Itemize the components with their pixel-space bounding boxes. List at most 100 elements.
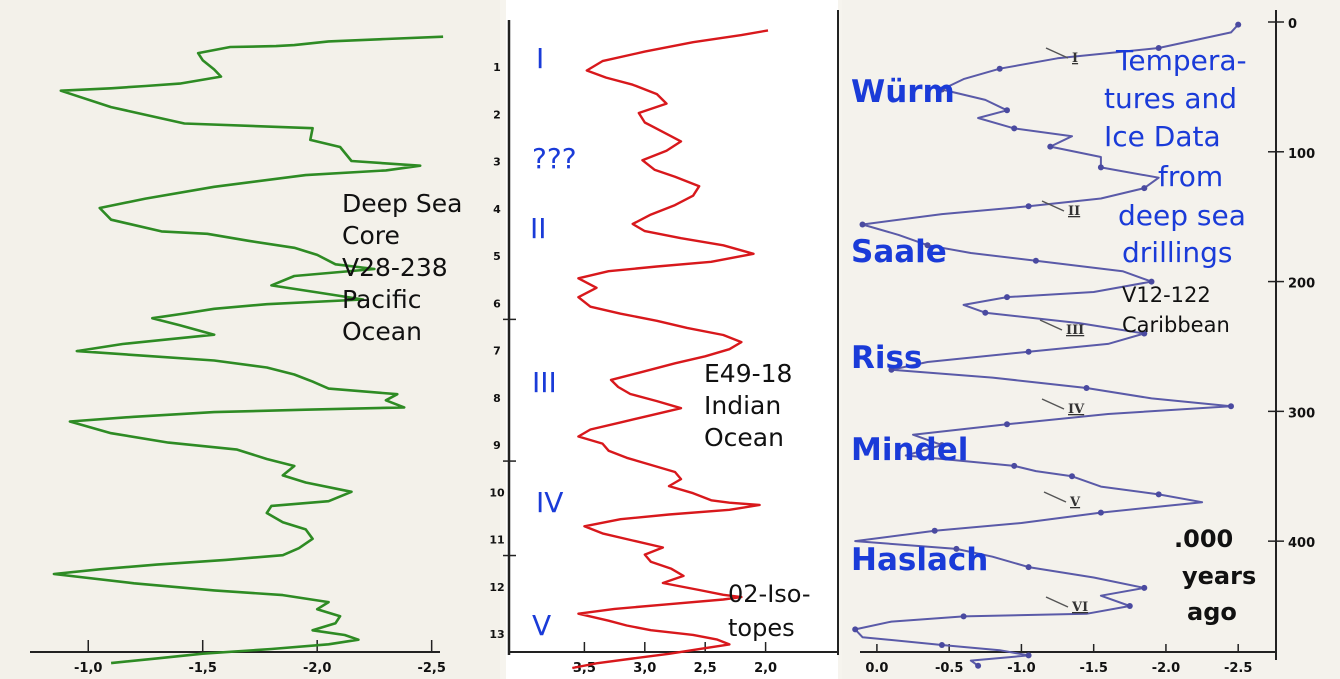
glacial-label: Riss [851, 340, 922, 376]
right-series-point [931, 527, 938, 534]
right-series-point [1004, 421, 1010, 428]
right-series-point [1011, 125, 1018, 132]
right-series-point [888, 366, 895, 373]
middle-depth-tick-label: 5 [493, 250, 501, 263]
right-series-point [1025, 652, 1032, 659]
right-stage-mark-tick [1039, 319, 1063, 331]
middle-depth-tick-label: 10 [489, 486, 505, 499]
right-stage-mark-label: III [1066, 323, 1084, 338]
right-series-point [859, 221, 866, 228]
right-unit-note: years [1182, 562, 1256, 590]
glacial-label: Saale [851, 234, 947, 270]
left-panel: -1,0 -1,5 -2,0 -2,5 Deep Sea Core V28-238 Pacif… [30, 35, 462, 676]
right-stage-mark-label: IV [1068, 402, 1085, 417]
glacial-label: Würm [851, 74, 955, 110]
right-series-point [1011, 462, 1018, 469]
right-series-point [1141, 584, 1148, 591]
right-title-line: tures and [1104, 82, 1237, 115]
middle-depth-tick-label: 3 [493, 156, 501, 169]
right-series-point [1155, 491, 1162, 498]
right-unit-note: .000 [1174, 525, 1233, 553]
right-series-point [1069, 473, 1075, 480]
middle-panel-bg [506, 0, 838, 679]
middle-depth-tick-label: 11 [489, 534, 504, 547]
right-series-point [1032, 257, 1039, 264]
right-x-tick-label: -1.5 [1079, 661, 1107, 676]
right-title-line: drillings [1122, 236, 1233, 269]
right-title-line: from [1158, 160, 1223, 193]
right-title-line: Tempera- [1115, 44, 1247, 77]
left-annotation-line: Ocean [342, 317, 422, 346]
right-x-tick-label: 0.0 [865, 661, 888, 676]
right-series-point [852, 626, 859, 633]
right-series-point [1097, 509, 1104, 516]
left-annotation-line: V28-238 [342, 253, 448, 282]
right-series-point [1235, 21, 1242, 28]
middle-isotope-note: topes [728, 614, 795, 642]
left-annotation-line: Deep Sea [342, 189, 462, 218]
right-stage-mark-tick [1043, 491, 1067, 503]
right-annotation-line: V12-122 [1122, 283, 1211, 307]
middle-depth-tick-label: 2 [493, 108, 501, 121]
right-y-tick-label: 400 [1288, 536, 1315, 551]
right-x-tick-label: -1.0 [1007, 661, 1035, 676]
middle-series-line [572, 29, 769, 670]
right-series-point [1141, 330, 1148, 337]
right-series-point [938, 642, 945, 648]
middle-x-tick-label: 2,0 [754, 661, 777, 676]
middle-stage-label: I [536, 42, 544, 75]
right-stage-mark-tick [1041, 398, 1065, 410]
middle-stage-label: III [532, 366, 557, 399]
left-x-tick-label: -2,5 [417, 661, 445, 676]
right-series-point [1025, 348, 1032, 355]
left-x-tick-label: -1,0 [74, 661, 102, 676]
middle-depth-tick-label: 7 [493, 345, 501, 358]
right-series-point [996, 65, 1003, 72]
middle-x-tick-label: 2,5 [694, 661, 717, 676]
right-series-point [1228, 403, 1234, 410]
middle-x-tick-label: 3,0 [633, 661, 656, 676]
right-y-tick-label: 0 [1288, 17, 1297, 32]
middle-depth-tick-label: 8 [493, 392, 501, 405]
right-annotation-line: Caribbean [1122, 313, 1230, 337]
middle-depth-tick-label: 4 [493, 203, 501, 216]
right-title-line: deep sea [1118, 199, 1246, 232]
middle-stage-label: ??? [532, 142, 577, 175]
middle-depth-tick-label: 9 [493, 439, 501, 452]
right-y-tick-label: 100 [1288, 147, 1315, 162]
right-series-point [924, 242, 931, 249]
right-series-point [975, 662, 982, 669]
right-series-point [1004, 294, 1010, 301]
right-series-point [1025, 203, 1032, 210]
right-series-point [938, 86, 945, 93]
middle-panel: 3,5 3,0 2,5 2,012345678910111213I???IIIIIIV… [489, 10, 839, 676]
middle-depth-tick-label: 6 [493, 297, 501, 310]
right-stage-mark-label: V [1069, 495, 1081, 510]
right-title-line: Ice Data [1104, 120, 1221, 153]
middle-annotation-line: Ocean [704, 423, 784, 452]
right-series-point [1126, 603, 1133, 609]
right-stage-mark-label: VI [1071, 600, 1088, 615]
middle-stage-label: II [530, 212, 547, 245]
middle-depth-tick-label: 1 [493, 61, 501, 74]
left-x-tick-label: -2,0 [303, 661, 331, 676]
middle-stage-label: IV [536, 486, 563, 519]
left-annotation-line: Pacific [342, 285, 421, 314]
right-stage-mark-label: II [1068, 204, 1080, 219]
middle-annotation-line: Indian [704, 391, 781, 420]
right-series-point [1148, 278, 1155, 285]
right-stage-mark-label: I [1072, 51, 1078, 66]
right-series-point [960, 613, 967, 620]
right-series-point [1097, 164, 1104, 171]
left-panel-bg [0, 0, 500, 679]
right-series-point [953, 545, 960, 552]
right-series-point [982, 309, 989, 316]
right-stage-mark-tick [1045, 47, 1069, 59]
glacial-label: Haslach [851, 542, 988, 578]
middle-depth-tick-label: 12 [489, 581, 504, 594]
right-x-tick-label: -2.5 [1224, 661, 1252, 676]
right-stage-mark-tick [1045, 596, 1069, 608]
right-x-tick-label: -2.0 [1152, 661, 1180, 676]
